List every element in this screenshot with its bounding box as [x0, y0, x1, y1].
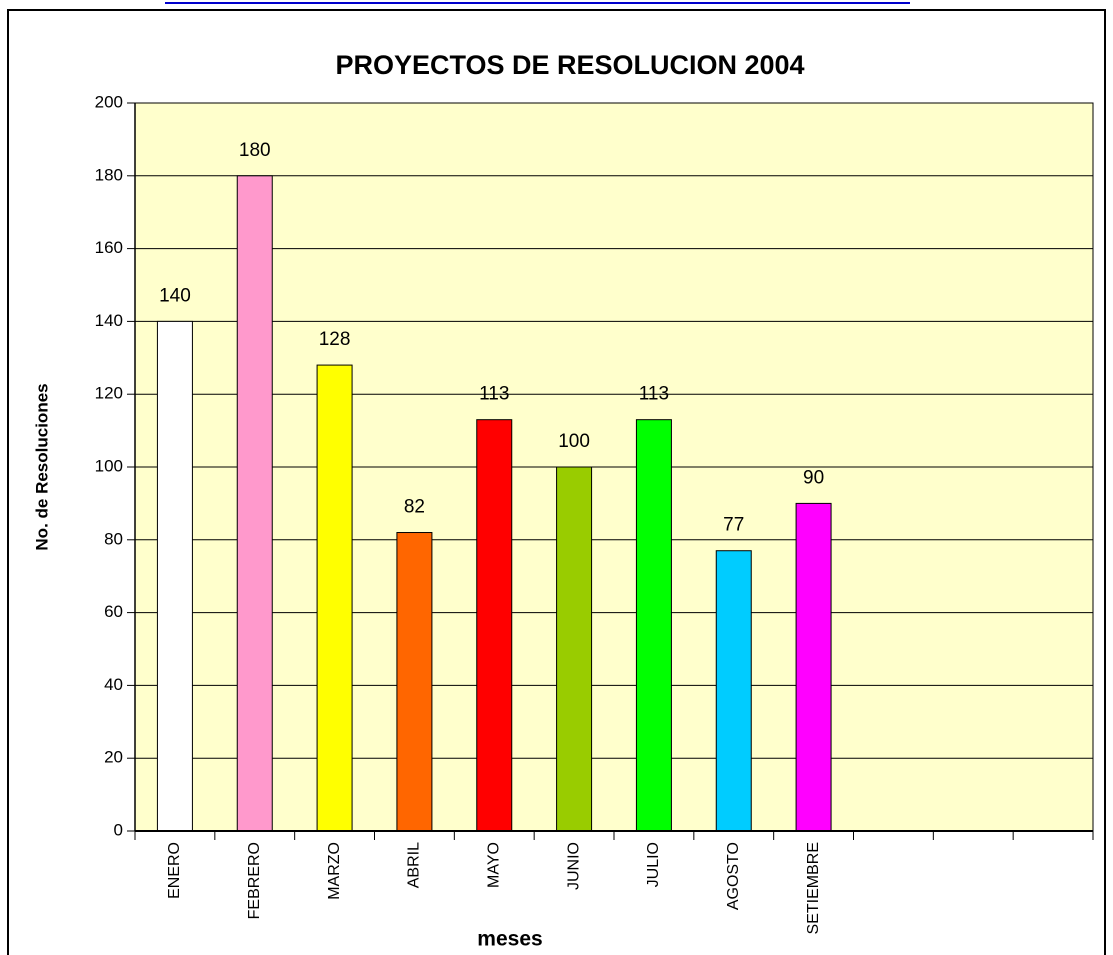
data-label: 82: [404, 497, 425, 518]
data-label: 113: [479, 384, 509, 405]
data-label: 77: [723, 515, 744, 536]
x-tick-label: MARZO: [326, 842, 343, 900]
data-label: 113: [639, 384, 669, 405]
bar: [396, 532, 433, 832]
x-tick-label: ENERO: [166, 842, 183, 899]
data-label: 90: [803, 467, 824, 488]
x-tick-label: ABRIL: [406, 842, 423, 888]
y-tick-label: 180: [95, 165, 123, 184]
y-tick-label: 20: [104, 748, 123, 767]
x-axis-label: meses: [477, 928, 542, 951]
data-label: 140: [159, 285, 191, 306]
x-tick-label: MAYO: [485, 842, 502, 888]
bar: [715, 550, 752, 832]
y-tick-label: 140: [95, 311, 123, 330]
y-tick-label: 60: [104, 602, 123, 621]
y-tick-label: 120: [95, 384, 123, 403]
y-tick-label: 80: [104, 529, 123, 548]
y-tick-label: 40: [104, 675, 123, 694]
y-tick-label: 0: [114, 820, 123, 839]
y-tick-label: 100: [95, 456, 123, 475]
chart-title: PROYECTOS DE RESOLUCION 2004: [335, 50, 804, 80]
y-axis-label: No. de Resoluciones: [32, 383, 51, 550]
y-tick-label: 200: [95, 92, 123, 111]
bar: [635, 419, 672, 832]
data-label: 128: [319, 329, 351, 350]
bar: [156, 320, 193, 832]
x-tick-label: JULIO: [645, 842, 662, 887]
bar: [236, 175, 273, 832]
bar: [556, 466, 593, 832]
bar: [795, 502, 832, 832]
chart-frame: [7, 9, 1106, 955]
x-tick-label: FEBRERO: [246, 842, 263, 919]
x-tick-label: AGOSTO: [725, 842, 742, 910]
bar: [316, 364, 353, 832]
x-tick-label: SETIEMBRE: [805, 842, 822, 934]
data-label: 100: [558, 431, 590, 452]
x-tick-label: JUNIO: [565, 842, 582, 890]
data-label: 180: [239, 140, 271, 161]
y-tick-label: 160: [95, 238, 123, 257]
bar: [476, 419, 513, 832]
